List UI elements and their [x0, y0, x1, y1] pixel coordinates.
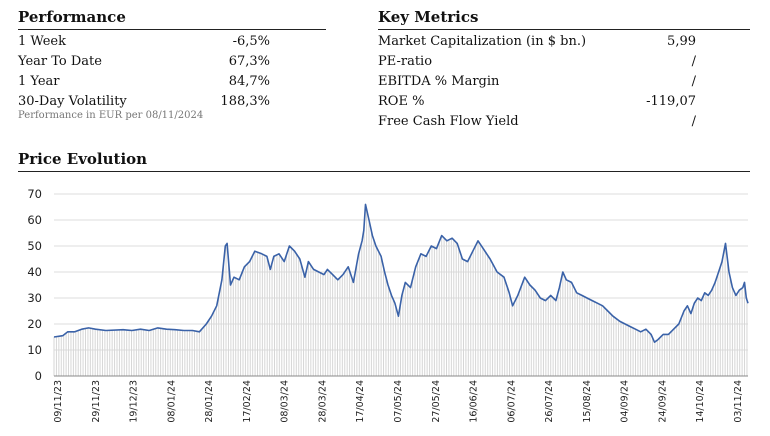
performance-label: 30-Day Volatility	[18, 94, 127, 109]
x-tick-label: 03/11/24	[733, 380, 744, 423]
x-tick-label: 19/12/23	[129, 380, 140, 423]
y-tick-label: 70	[27, 187, 42, 201]
key-metrics-rule	[378, 29, 750, 30]
performance-row: 1 Year 84,7%	[18, 74, 270, 89]
performance-value: -6,5%	[232, 34, 270, 49]
performance-label: 1 Year	[18, 74, 60, 89]
y-tick-label: 10	[27, 343, 42, 357]
performance-title: Performance	[18, 8, 126, 26]
price-evolution-rule	[18, 171, 750, 172]
key-metric-value: /	[691, 54, 696, 69]
price-line	[53, 203, 749, 343]
x-tick-label: 07/05/24	[393, 380, 404, 423]
performance-row: Year To Date 67,3%	[18, 54, 270, 69]
x-tick-label: 26/07/24	[544, 380, 555, 423]
performance-label: Year To Date	[18, 54, 102, 69]
key-metric-label: Market Capitalization (in $ bn.)	[378, 34, 587, 49]
x-tick-label: 15/08/24	[582, 380, 593, 423]
x-tick-label: 27/05/24	[431, 380, 442, 423]
y-tick-label: 20	[27, 317, 42, 331]
key-metric-row: Market Capitalization (in $ bn.) 5,99	[378, 34, 696, 49]
y-tick-label: 30	[27, 291, 42, 305]
performance-row: 30-Day Volatility 188,3%	[18, 94, 270, 109]
x-tick-label: 28/01/24	[204, 380, 215, 423]
performance-label: 1 Week	[18, 34, 66, 49]
key-metric-row: Free Cash Flow Yield /	[378, 114, 696, 129]
x-tick-label: 14/10/24	[695, 380, 706, 423]
performance-rule	[18, 29, 326, 30]
performance-row: 1 Week -6,5%	[18, 34, 270, 49]
performance-value: 67,3%	[228, 54, 270, 69]
x-tick-label: 06/07/24	[506, 380, 517, 423]
x-tick-label: 24/09/24	[657, 380, 668, 423]
x-tick-label: 08/03/24	[280, 380, 291, 423]
performance-note: Performance in EUR per 08/11/2024	[18, 110, 204, 121]
performance-value: 188,3%	[220, 94, 270, 109]
key-metric-label: ROE %	[378, 94, 425, 109]
x-tick-label: 16/06/24	[469, 380, 480, 423]
x-tick-label: 28/03/24	[317, 380, 328, 423]
y-tick-label: 50	[27, 239, 42, 253]
y-tick-label: 40	[27, 265, 42, 279]
key-metrics-title: Key Metrics	[378, 8, 479, 26]
x-tick-label: 04/09/24	[620, 380, 631, 423]
price-evolution-title: Price Evolution	[18, 150, 148, 168]
key-metric-row: ROE % -119,07	[378, 94, 696, 109]
key-metric-label: EBITDA % Margin	[378, 74, 500, 89]
x-tick-label: 17/02/24	[242, 380, 253, 423]
key-metric-label: Free Cash Flow Yield	[378, 114, 519, 129]
key-metric-row: PE-ratio /	[378, 54, 696, 69]
key-metric-value: /	[691, 74, 696, 89]
x-tick-label: 29/11/23	[91, 380, 102, 423]
key-metric-row: EBITDA % Margin /	[378, 74, 696, 89]
y-tick-label: 60	[27, 213, 42, 227]
x-tick-label: 17/04/24	[355, 380, 366, 423]
x-tick-label: 08/01/24	[166, 380, 177, 423]
key-metric-label: PE-ratio	[378, 54, 433, 69]
x-tick-label: 09/11/23	[53, 380, 64, 423]
y-tick-label: 0	[35, 369, 42, 383]
price-chart: 0 10 20 30 40 50 60 70 09/11/23 29/11/23 19/12/23 0…	[27, 187, 749, 423]
key-metric-value: /	[691, 114, 696, 129]
key-metric-value: 5,99	[667, 34, 696, 49]
key-metric-value: -119,07	[646, 94, 696, 109]
performance-value: 84,7%	[228, 74, 270, 89]
